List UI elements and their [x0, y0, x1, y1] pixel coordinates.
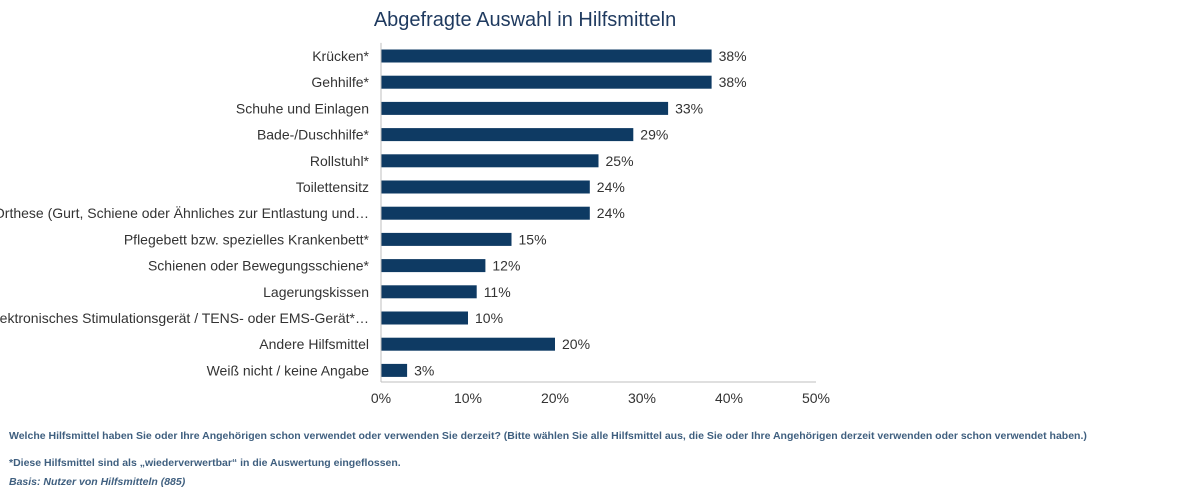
bar: [381, 49, 712, 63]
category-label: Andere Hilfsmittel: [259, 336, 369, 352]
bar-chart: Abgefragte Auswahl in Hilfsmitteln Krück…: [0, 9, 830, 406]
x-tick-label: 40%: [715, 390, 743, 406]
value-label: 11%: [484, 284, 511, 300]
reusable-note: *Diese Hilfsmittel sind als „wiederverwe…: [9, 457, 401, 469]
value-label: 25%: [606, 153, 634, 169]
bars-group: Krücken* 38% Gehhilfe* 38% Schuhe und Einlag…: [0, 48, 747, 378]
value-label: 24%: [597, 205, 625, 221]
value-label: 29%: [640, 127, 668, 143]
category-label: Rollstuhl*: [310, 153, 370, 169]
value-label: 33%: [675, 100, 703, 116]
category-label: Weiß nicht / keine Angabe: [207, 362, 370, 378]
x-tick-label: 30%: [628, 390, 656, 406]
category-label: Schuhe und Einlagen: [236, 100, 369, 116]
bar: [381, 206, 590, 220]
category-label: Gehhilfe*: [311, 74, 369, 90]
value-label: 10%: [475, 310, 503, 326]
bar: [381, 363, 408, 377]
value-label: 38%: [719, 74, 747, 90]
value-label: 12%: [492, 258, 520, 274]
category-label: Pflegebett bzw. spezielles Krankenbett*: [124, 231, 370, 247]
question-footnote: Welche Hilfsmittel haben Sie oder Ihre A…: [9, 430, 1087, 442]
value-label: 15%: [519, 231, 547, 247]
bar: [381, 285, 477, 299]
bar: [381, 337, 555, 351]
x-tick-label: 20%: [541, 390, 569, 406]
category-label: Orthese (Gurt, Schiene oder Ähnliches zu…: [0, 205, 369, 221]
basis-note: Basis: Nutzer von Hilfsmitteln (885): [9, 476, 186, 488]
category-label: Toilettensitz: [296, 179, 369, 195]
category-label: Elektronisches Stimulationsgerät / TENS-…: [0, 310, 369, 326]
bar: [381, 154, 599, 168]
x-tick-label: 0%: [371, 390, 391, 406]
value-label: 20%: [562, 336, 590, 352]
bar: [381, 128, 634, 142]
x-tick-label: 50%: [802, 390, 830, 406]
bar: [381, 75, 712, 89]
x-axis-ticks: 0% 10% 20% 30% 40% 50%: [371, 390, 830, 406]
category-label: Bade-/Duschhilfe*: [257, 127, 370, 143]
category-label: Schienen oder Bewegungsschiene*: [148, 258, 370, 274]
bar: [381, 232, 512, 246]
x-tick-label: 10%: [454, 390, 482, 406]
value-label: 24%: [597, 179, 625, 195]
bar: [381, 311, 468, 325]
category-label: Lagerungskissen: [263, 284, 369, 300]
value-label: 38%: [719, 48, 747, 64]
chart-title: Abgefragte Auswahl in Hilfsmitteln: [374, 9, 676, 31]
category-label: Krücken*: [312, 48, 369, 64]
bar: [381, 101, 669, 115]
bar: [381, 180, 590, 194]
bar: [381, 259, 486, 273]
value-label: 3%: [414, 362, 434, 378]
